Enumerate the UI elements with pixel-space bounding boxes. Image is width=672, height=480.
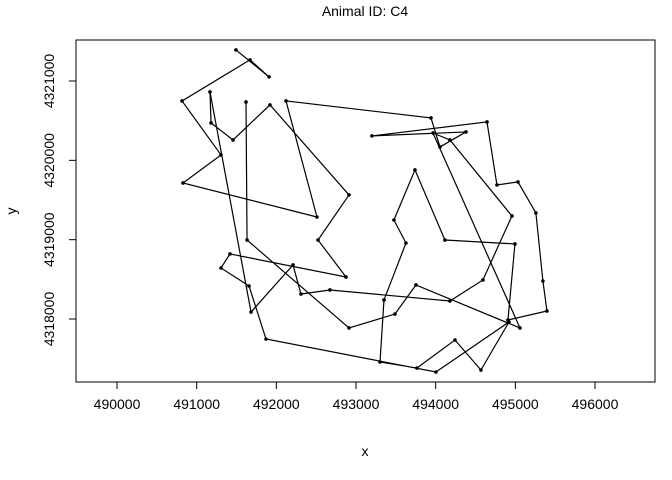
track-point xyxy=(291,263,295,267)
track-point xyxy=(264,337,268,341)
x-tick-label: 494000 xyxy=(412,396,459,412)
track-point xyxy=(208,90,212,94)
x-tick-label: 491000 xyxy=(173,396,220,412)
track-point xyxy=(181,181,185,185)
track-point xyxy=(545,309,549,313)
track-point xyxy=(247,284,251,288)
track-point xyxy=(209,121,213,125)
track-line xyxy=(181,49,548,373)
track-point xyxy=(370,134,374,138)
track-point xyxy=(244,100,248,104)
track-point xyxy=(414,283,418,287)
track-point xyxy=(495,183,499,187)
track-point xyxy=(541,279,545,283)
y-tick-label: 4321000 xyxy=(41,54,57,109)
track-point xyxy=(413,168,417,172)
track-point xyxy=(404,241,408,245)
track-point xyxy=(518,326,522,330)
track-point xyxy=(234,48,238,52)
track-point xyxy=(249,310,253,314)
x-tick-label: 490000 xyxy=(94,396,141,412)
x-tick-label: 493000 xyxy=(333,396,380,412)
track-point xyxy=(382,298,386,302)
track-point xyxy=(485,120,489,124)
x-tick-label: 492000 xyxy=(253,396,300,412)
track-point xyxy=(453,338,457,342)
track-point xyxy=(328,288,332,292)
plot-frame xyxy=(75,39,656,383)
track-point xyxy=(392,218,396,222)
x-axis-label: x xyxy=(362,443,369,459)
y-tick-label: 4319000 xyxy=(41,212,57,267)
track-point xyxy=(284,99,288,103)
track-point xyxy=(344,275,348,279)
y-tick-label: 4318000 xyxy=(41,292,57,347)
track-point xyxy=(378,360,382,364)
track-point xyxy=(393,312,397,316)
track-point xyxy=(315,215,319,219)
track-point xyxy=(231,138,235,142)
track-point xyxy=(245,238,249,242)
track-point xyxy=(479,368,483,372)
track-point xyxy=(415,366,419,370)
track-point xyxy=(464,130,468,134)
track-point xyxy=(443,238,447,242)
x-tick-label: 495000 xyxy=(492,396,539,412)
track-point xyxy=(267,75,271,79)
y-tick-label: 4320000 xyxy=(41,133,57,188)
track-point xyxy=(431,131,435,135)
track-point xyxy=(516,180,520,184)
track-point xyxy=(510,214,514,218)
track-point xyxy=(534,211,538,215)
track-point xyxy=(481,278,485,282)
track-point xyxy=(268,103,272,107)
track-point xyxy=(248,58,252,62)
track-point xyxy=(316,238,320,242)
track-point xyxy=(347,193,351,197)
track-point xyxy=(219,153,223,157)
x-tick-label: 496000 xyxy=(572,396,619,412)
track-point xyxy=(347,326,351,330)
y-axis-label: y xyxy=(3,208,19,215)
track-point xyxy=(448,299,452,303)
track-point xyxy=(513,242,517,246)
track-point xyxy=(434,370,438,374)
track-point xyxy=(438,145,442,149)
track-point xyxy=(180,99,184,103)
track-point xyxy=(228,252,232,256)
track-point xyxy=(299,292,303,296)
track-point xyxy=(429,116,433,120)
track-point xyxy=(507,320,511,324)
chart-title: Animal ID: C4 xyxy=(322,3,409,19)
track-point xyxy=(219,266,223,270)
track-point xyxy=(448,138,452,142)
